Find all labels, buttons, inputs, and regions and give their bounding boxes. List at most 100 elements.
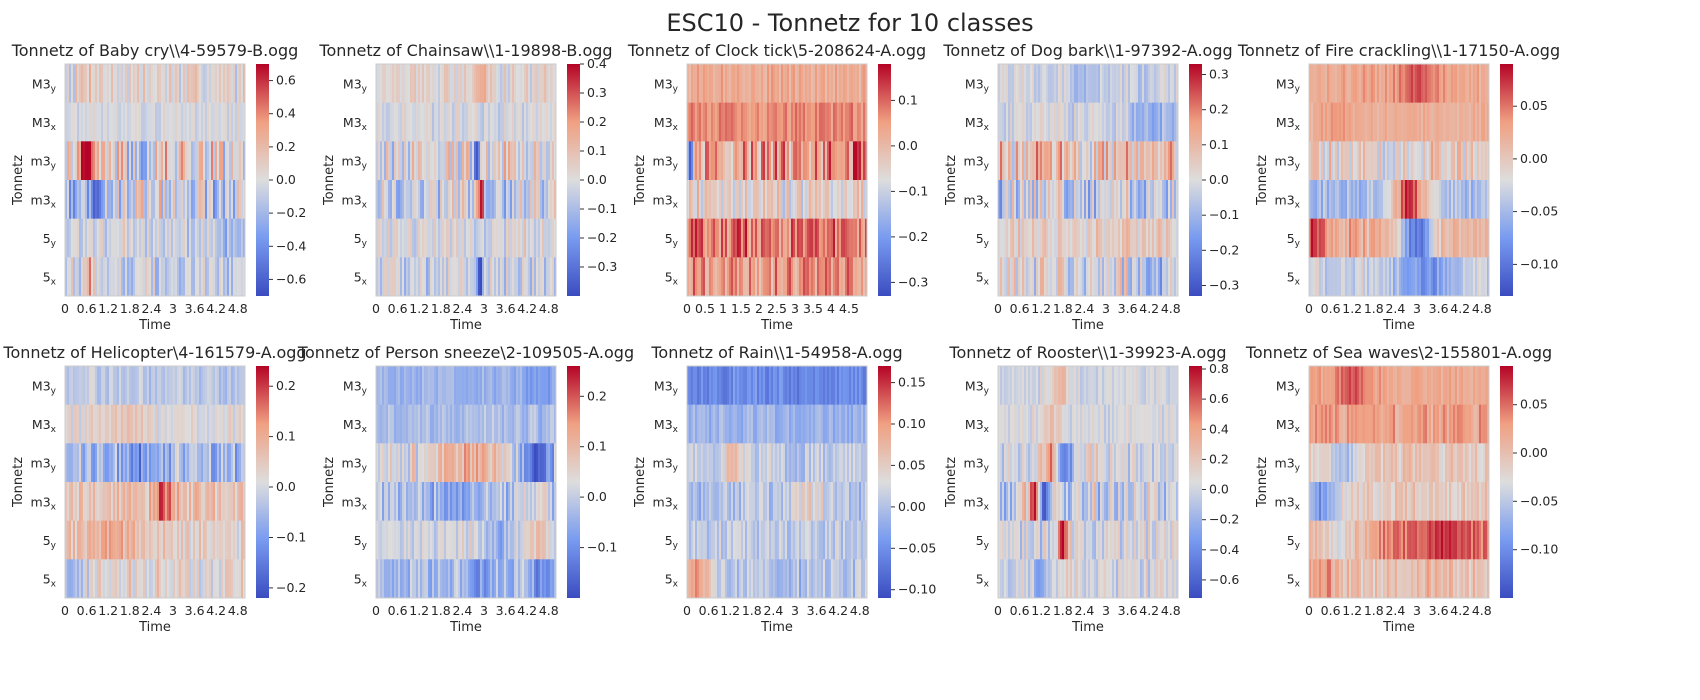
heatmap-cell	[855, 102, 858, 142]
heatmap-cell	[859, 559, 862, 599]
heatmap-cell	[1050, 64, 1053, 104]
heatmap-cell	[1309, 141, 1312, 181]
heatmap-cell	[179, 520, 182, 560]
heatmap-cell	[77, 404, 80, 444]
heatmap-cell	[1359, 180, 1362, 220]
heatmap-cell	[793, 257, 796, 297]
heatmap-cell	[396, 218, 399, 258]
heatmap-cell	[384, 520, 387, 560]
heatmap-cell	[145, 404, 148, 444]
heatmap-cell	[691, 404, 694, 444]
heatmap-cell	[103, 520, 106, 560]
heatmap-cell	[1313, 180, 1316, 220]
heatmap-cell	[1078, 482, 1081, 522]
heatmap-cell	[1349, 257, 1352, 297]
heatmap-cell	[442, 218, 445, 258]
heatmap-cells	[1309, 64, 1490, 297]
heatmap-cell	[701, 102, 704, 142]
heatmap-cell	[847, 443, 850, 483]
heatmap-cell	[1070, 257, 1073, 297]
heatmap-cell	[1042, 102, 1045, 142]
heatmap-cell	[773, 257, 776, 297]
heatmap-cell	[839, 180, 842, 220]
heatmap-cell	[392, 366, 395, 406]
heatmap-cell	[707, 141, 710, 181]
heatmap-cell	[865, 482, 868, 522]
heatmap-cell	[1052, 366, 1055, 406]
colorbar-tick-label: −0.6	[276, 271, 306, 286]
heatmap-cell	[849, 257, 852, 297]
heatmap-cell	[233, 64, 236, 104]
heatmap-cell	[1156, 141, 1159, 181]
heatmap-cell	[1114, 180, 1117, 220]
heatmap-cell	[75, 366, 78, 406]
heatmap-cell	[428, 102, 431, 142]
heatmap-cell	[388, 366, 391, 406]
heatmap-cell	[781, 443, 784, 483]
heatmap-cell	[225, 218, 228, 258]
heatmap-cell	[813, 559, 816, 599]
heatmap-cell	[440, 218, 443, 258]
heatmap-cell	[87, 180, 90, 220]
heatmap-cell	[847, 257, 850, 297]
row-label: 5x	[354, 572, 368, 590]
heatmap-cell	[1309, 257, 1312, 297]
heatmap-cell	[741, 218, 744, 258]
heatmap-cell	[1020, 482, 1023, 522]
heatmap-cell	[504, 559, 507, 599]
heatmap-cell	[438, 482, 441, 522]
heatmap-cell	[1457, 141, 1460, 181]
heatmap-cell	[751, 559, 754, 599]
heatmap-cell	[1369, 102, 1372, 142]
heatmap-cell	[213, 443, 216, 483]
heatmap-cell	[532, 257, 535, 297]
heatmap-cell	[1166, 218, 1169, 258]
heatmap-cell	[187, 218, 190, 258]
heatmap-cell	[444, 257, 447, 297]
heatmap-frame	[375, 365, 557, 599]
heatmap-cell	[520, 366, 523, 406]
heatmap-cell	[554, 366, 557, 406]
heatmap-cell	[400, 366, 403, 406]
heatmap-cell	[785, 482, 788, 522]
heatmap-cell	[1383, 218, 1386, 258]
heatmap-cell	[1084, 218, 1087, 258]
heatmap-cell	[737, 366, 740, 406]
heatmap-cell	[456, 482, 459, 522]
heatmap-cell	[1066, 404, 1069, 444]
heatmap-cell	[1469, 141, 1472, 181]
heatmap-cell	[1054, 404, 1057, 444]
heatmap-cell	[448, 366, 451, 406]
heatmap-cell	[169, 520, 172, 560]
heatmap-cell	[1018, 366, 1021, 406]
heatmap-cell	[729, 102, 732, 142]
heatmap-cell	[1096, 443, 1099, 483]
heatmap-cell	[490, 180, 493, 220]
heatmap-cell	[189, 404, 192, 444]
heatmap-cell	[512, 366, 515, 406]
heatmap-cell	[1106, 64, 1109, 104]
heatmap-cell	[227, 257, 230, 297]
heatmap-cell	[464, 443, 467, 483]
heatmap-cell	[687, 366, 690, 406]
heatmap-cell	[1096, 257, 1099, 297]
heatmap-cell	[494, 102, 497, 142]
heatmap-cell	[147, 218, 150, 258]
heatmap-cell	[1343, 102, 1346, 142]
heatmap-cell	[1112, 102, 1115, 142]
heatmap-cell	[434, 218, 437, 258]
heatmap-cell	[1136, 404, 1139, 444]
heatmap-cell	[121, 482, 124, 522]
heatmap-cell	[474, 366, 477, 406]
heatmap-cell	[747, 366, 750, 406]
heatmap-cell	[863, 257, 866, 297]
heatmap-cell	[225, 404, 228, 444]
heatmap-cell	[1090, 443, 1093, 483]
heatmap-cell	[1154, 64, 1157, 104]
heatmap-cell	[715, 218, 718, 258]
heatmap-cell	[787, 482, 790, 522]
panel-title: Tonnetz of Baby cry\\4-59579-B.ogg	[11, 41, 299, 60]
heatmap-cell	[745, 366, 748, 406]
heatmap-cell	[1104, 443, 1107, 483]
heatmap-cell	[153, 443, 156, 483]
